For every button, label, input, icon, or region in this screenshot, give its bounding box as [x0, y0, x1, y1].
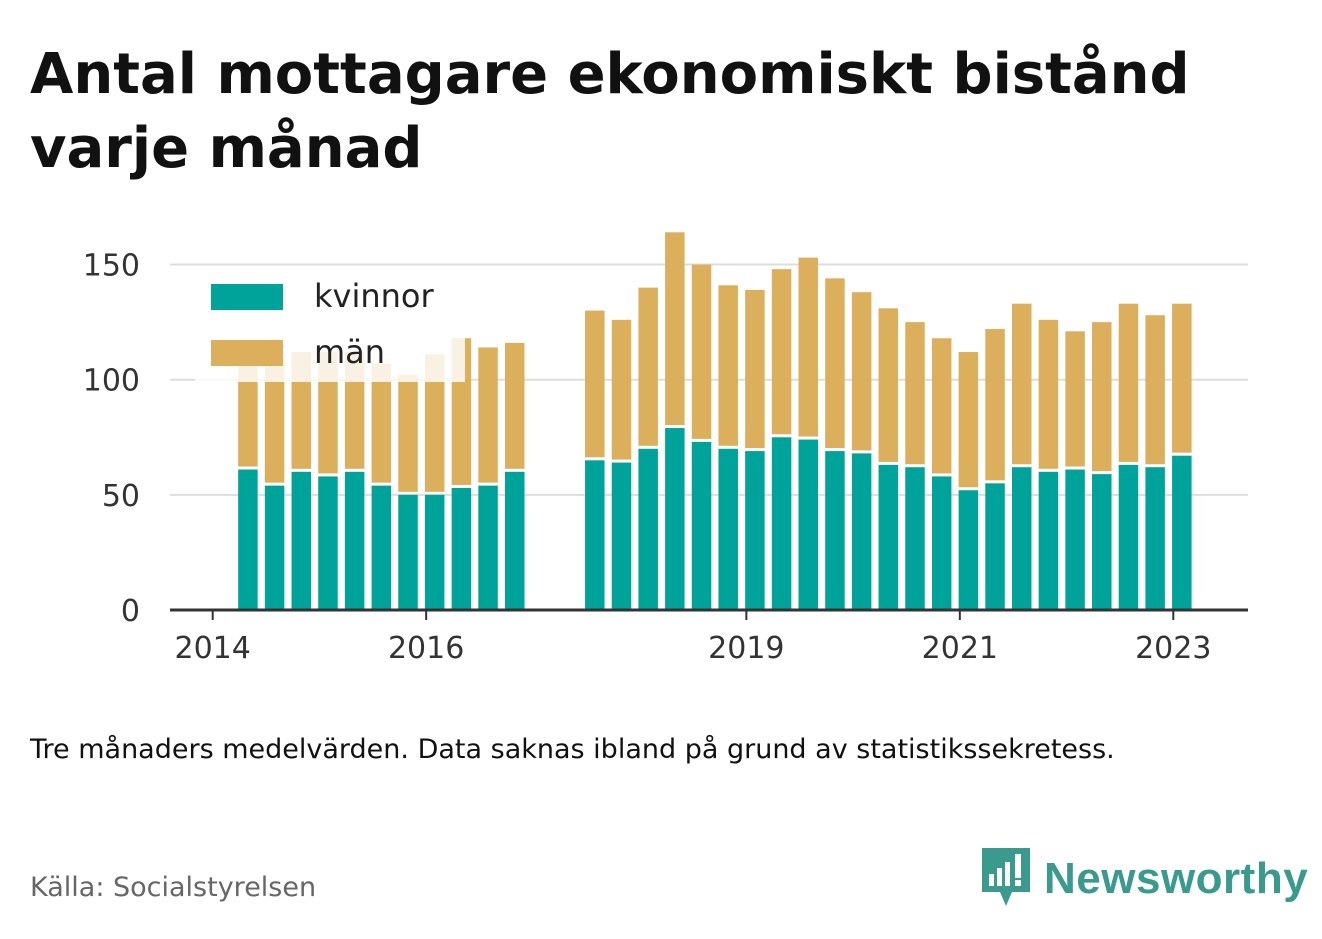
- bar-man: [585, 310, 605, 458]
- bar-kvinnor: [585, 460, 605, 610]
- bar-man: [878, 308, 899, 462]
- stacked-bar-chart: 0 50 100 150 2014 2016 2019 2021 2023 kvinnor mä…: [83, 232, 1248, 666]
- bar-kvinnor: [424, 494, 445, 610]
- bar-man: [718, 285, 738, 446]
- bar-kvinnor: [291, 471, 312, 610]
- source-label: Källa: Socialstyrelsen: [30, 872, 317, 903]
- bar-chart-speech-bubble-icon: [982, 848, 1030, 906]
- x-tick-label: 2014: [175, 631, 251, 666]
- bar-man: [424, 354, 445, 492]
- x-tick-label: 2019: [708, 631, 784, 666]
- bar-man: [665, 232, 685, 426]
- bar-man: [638, 287, 658, 446]
- bar-kvinnor: [825, 451, 845, 610]
- bar-kvinnor: [611, 462, 632, 610]
- bar-man: [1038, 319, 1059, 469]
- bar-kvinnor: [1011, 467, 1032, 610]
- bar-kvinnor: [1118, 464, 1139, 610]
- legend-swatch-kvinnor: [211, 284, 283, 310]
- bar-man: [1092, 322, 1112, 472]
- bar-man: [478, 347, 498, 483]
- legend: kvinnor män: [195, 272, 465, 382]
- bar-kvinnor: [238, 469, 258, 610]
- bar-kvinnor: [798, 439, 819, 610]
- bar-kvinnor: [1172, 455, 1192, 610]
- y-tick-label: 150: [83, 249, 140, 284]
- bar-kvinnor: [1038, 471, 1059, 610]
- bar-kvinnor: [931, 476, 952, 610]
- bar-man: [825, 278, 845, 449]
- x-tick-label: 2023: [1135, 631, 1211, 666]
- bar-man: [771, 269, 792, 435]
- bar-man: [398, 375, 418, 492]
- bar-kvinnor: [665, 428, 685, 610]
- bar-kvinnor: [878, 464, 899, 610]
- bar-man: [905, 322, 925, 465]
- legend-label-man: män: [314, 333, 385, 371]
- bar-man: [318, 352, 338, 474]
- bar-man: [1172, 303, 1192, 453]
- bar-man: [931, 338, 952, 474]
- y-tick-label: 0: [121, 594, 140, 629]
- y-tick-label: 50: [102, 479, 140, 514]
- axes: 0 50 100 150 2014 2016 2019 2021 2023: [83, 249, 1248, 666]
- bar-man: [691, 264, 712, 439]
- bar-kvinnor: [371, 485, 392, 610]
- bar-kvinnor: [745, 451, 765, 610]
- bar-man: [371, 363, 392, 483]
- bar-man: [1065, 331, 1085, 467]
- chart-note: Tre månaders medelvärden. Data saknas ib…: [30, 734, 1115, 765]
- bar-kvinnor: [1092, 474, 1112, 610]
- bar-kvinnor: [958, 490, 979, 610]
- bar-man: [798, 257, 819, 437]
- bar-man: [745, 289, 765, 449]
- bar-kvinnor: [718, 448, 738, 610]
- bar-kvinnor: [264, 485, 285, 610]
- bar-kvinnor: [985, 483, 1005, 610]
- bar-man: [504, 342, 525, 469]
- bar-kvinnor: [398, 494, 418, 610]
- y-tick-label: 100: [83, 364, 140, 399]
- brand-name: Newsworthy: [1044, 854, 1309, 903]
- bar-kvinnor: [478, 485, 498, 610]
- bar-kvinnor: [691, 441, 712, 610]
- x-tick-label: 2016: [388, 631, 464, 666]
- legend-swatch-man: [211, 340, 283, 366]
- bar-man: [985, 329, 1005, 481]
- bar-man: [1145, 315, 1165, 465]
- bar-kvinnor: [905, 467, 925, 610]
- legend-label-kvinnor: kvinnor: [314, 277, 435, 315]
- bar-kvinnor: [451, 487, 472, 610]
- bar-kvinnor: [318, 476, 338, 610]
- bar-man: [264, 358, 285, 483]
- chart-title: Antal mottagare ekonomiskt bistånd varje…: [30, 42, 1190, 181]
- bar-man: [1118, 303, 1139, 462]
- bar-man: [611, 319, 632, 460]
- x-tick-label: 2021: [922, 631, 998, 666]
- bar-man: [958, 352, 979, 488]
- bar-kvinnor: [504, 471, 525, 610]
- bar-kvinnor: [771, 437, 792, 610]
- bars: [238, 232, 1192, 610]
- bar-kvinnor: [344, 471, 365, 610]
- bar-kvinnor: [638, 448, 658, 610]
- bar-man: [1011, 303, 1032, 465]
- bar-man: [851, 292, 872, 451]
- bar-kvinnor: [851, 453, 872, 610]
- bar-kvinnor: [1065, 469, 1085, 610]
- brand-logo: Newsworthy: [982, 848, 1308, 910]
- bar-kvinnor: [1145, 467, 1165, 610]
